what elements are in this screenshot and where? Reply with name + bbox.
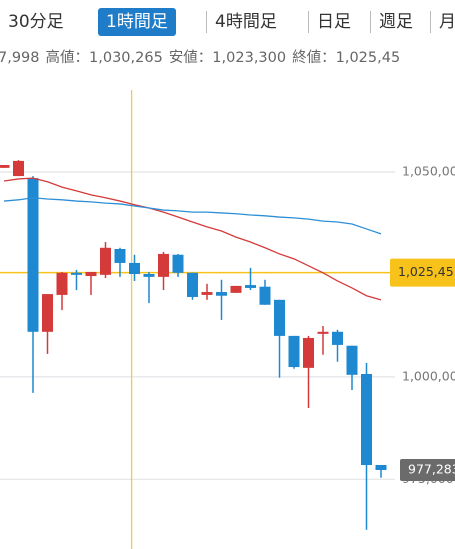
candle-body: [100, 247, 111, 275]
candle-body: [332, 331, 343, 345]
ohlc-info-item: 7,998: [0, 50, 40, 66]
candle-body: [114, 249, 126, 263]
ohlc-info: 7,998 高値：1,030,265 安値：1,023,300 終値：1,025,45: [0, 46, 406, 67]
candle-body: [85, 271, 97, 277]
candle-body: [274, 299, 285, 336]
timeframe-tabs: 30分足 1時間足 4時間足 日足 週足月: [0, 0, 455, 44]
moving-average: [3, 177, 382, 301]
ohlc-info-item: 終値：1,025,45: [292, 50, 401, 66]
timeframe-tab[interactable]: 30分足: [8, 12, 64, 32]
candle-body: [158, 253, 169, 277]
candle-body: [27, 178, 39, 332]
price-tag-label: 1,025,45: [398, 264, 454, 279]
candle-body: [71, 272, 82, 275]
candle-body: [346, 345, 358, 375]
timeframe-tab[interactable]: 週足: [370, 11, 421, 33]
timeframe-tab[interactable]: 1時間足: [98, 8, 176, 36]
candle-body: [317, 331, 329, 334]
candle-body: [375, 464, 387, 470]
y-tick-label: 1,000,00: [402, 368, 455, 383]
price-tag-label: 977,283: [408, 461, 455, 476]
candle-body: [172, 254, 184, 273]
candle-body: [56, 272, 68, 295]
timeframe-tab[interactable]: 4時間足: [206, 11, 285, 33]
price-tag: [400, 458, 455, 481]
candle-body: [245, 285, 256, 288]
y-tick-label: 1,050,00: [402, 163, 455, 178]
candle-body: [143, 274, 155, 277]
candle-body: [259, 286, 271, 305]
timeframe-tab[interactable]: 月: [430, 11, 455, 33]
candle-body: [230, 285, 242, 293]
candle-body: [187, 272, 198, 297]
price-tag: [390, 258, 455, 287]
candle-body: [0, 164, 10, 168]
candle-body: [201, 292, 213, 295]
candle-body: [361, 374, 372, 465]
ohlc-info-item: 高値：1,030,265: [45, 50, 163, 66]
candle-body: [42, 294, 53, 332]
candle-body: [288, 335, 300, 368]
candle-body: [13, 160, 24, 177]
moving-average: [3, 197, 382, 235]
candle-body: [303, 337, 314, 368]
candle-body: [216, 292, 227, 296]
candle-body: [129, 262, 140, 275]
ohlc-info-item: 安値：1,023,300: [168, 50, 287, 66]
timeframe-tab[interactable]: 日足: [308, 11, 359, 33]
